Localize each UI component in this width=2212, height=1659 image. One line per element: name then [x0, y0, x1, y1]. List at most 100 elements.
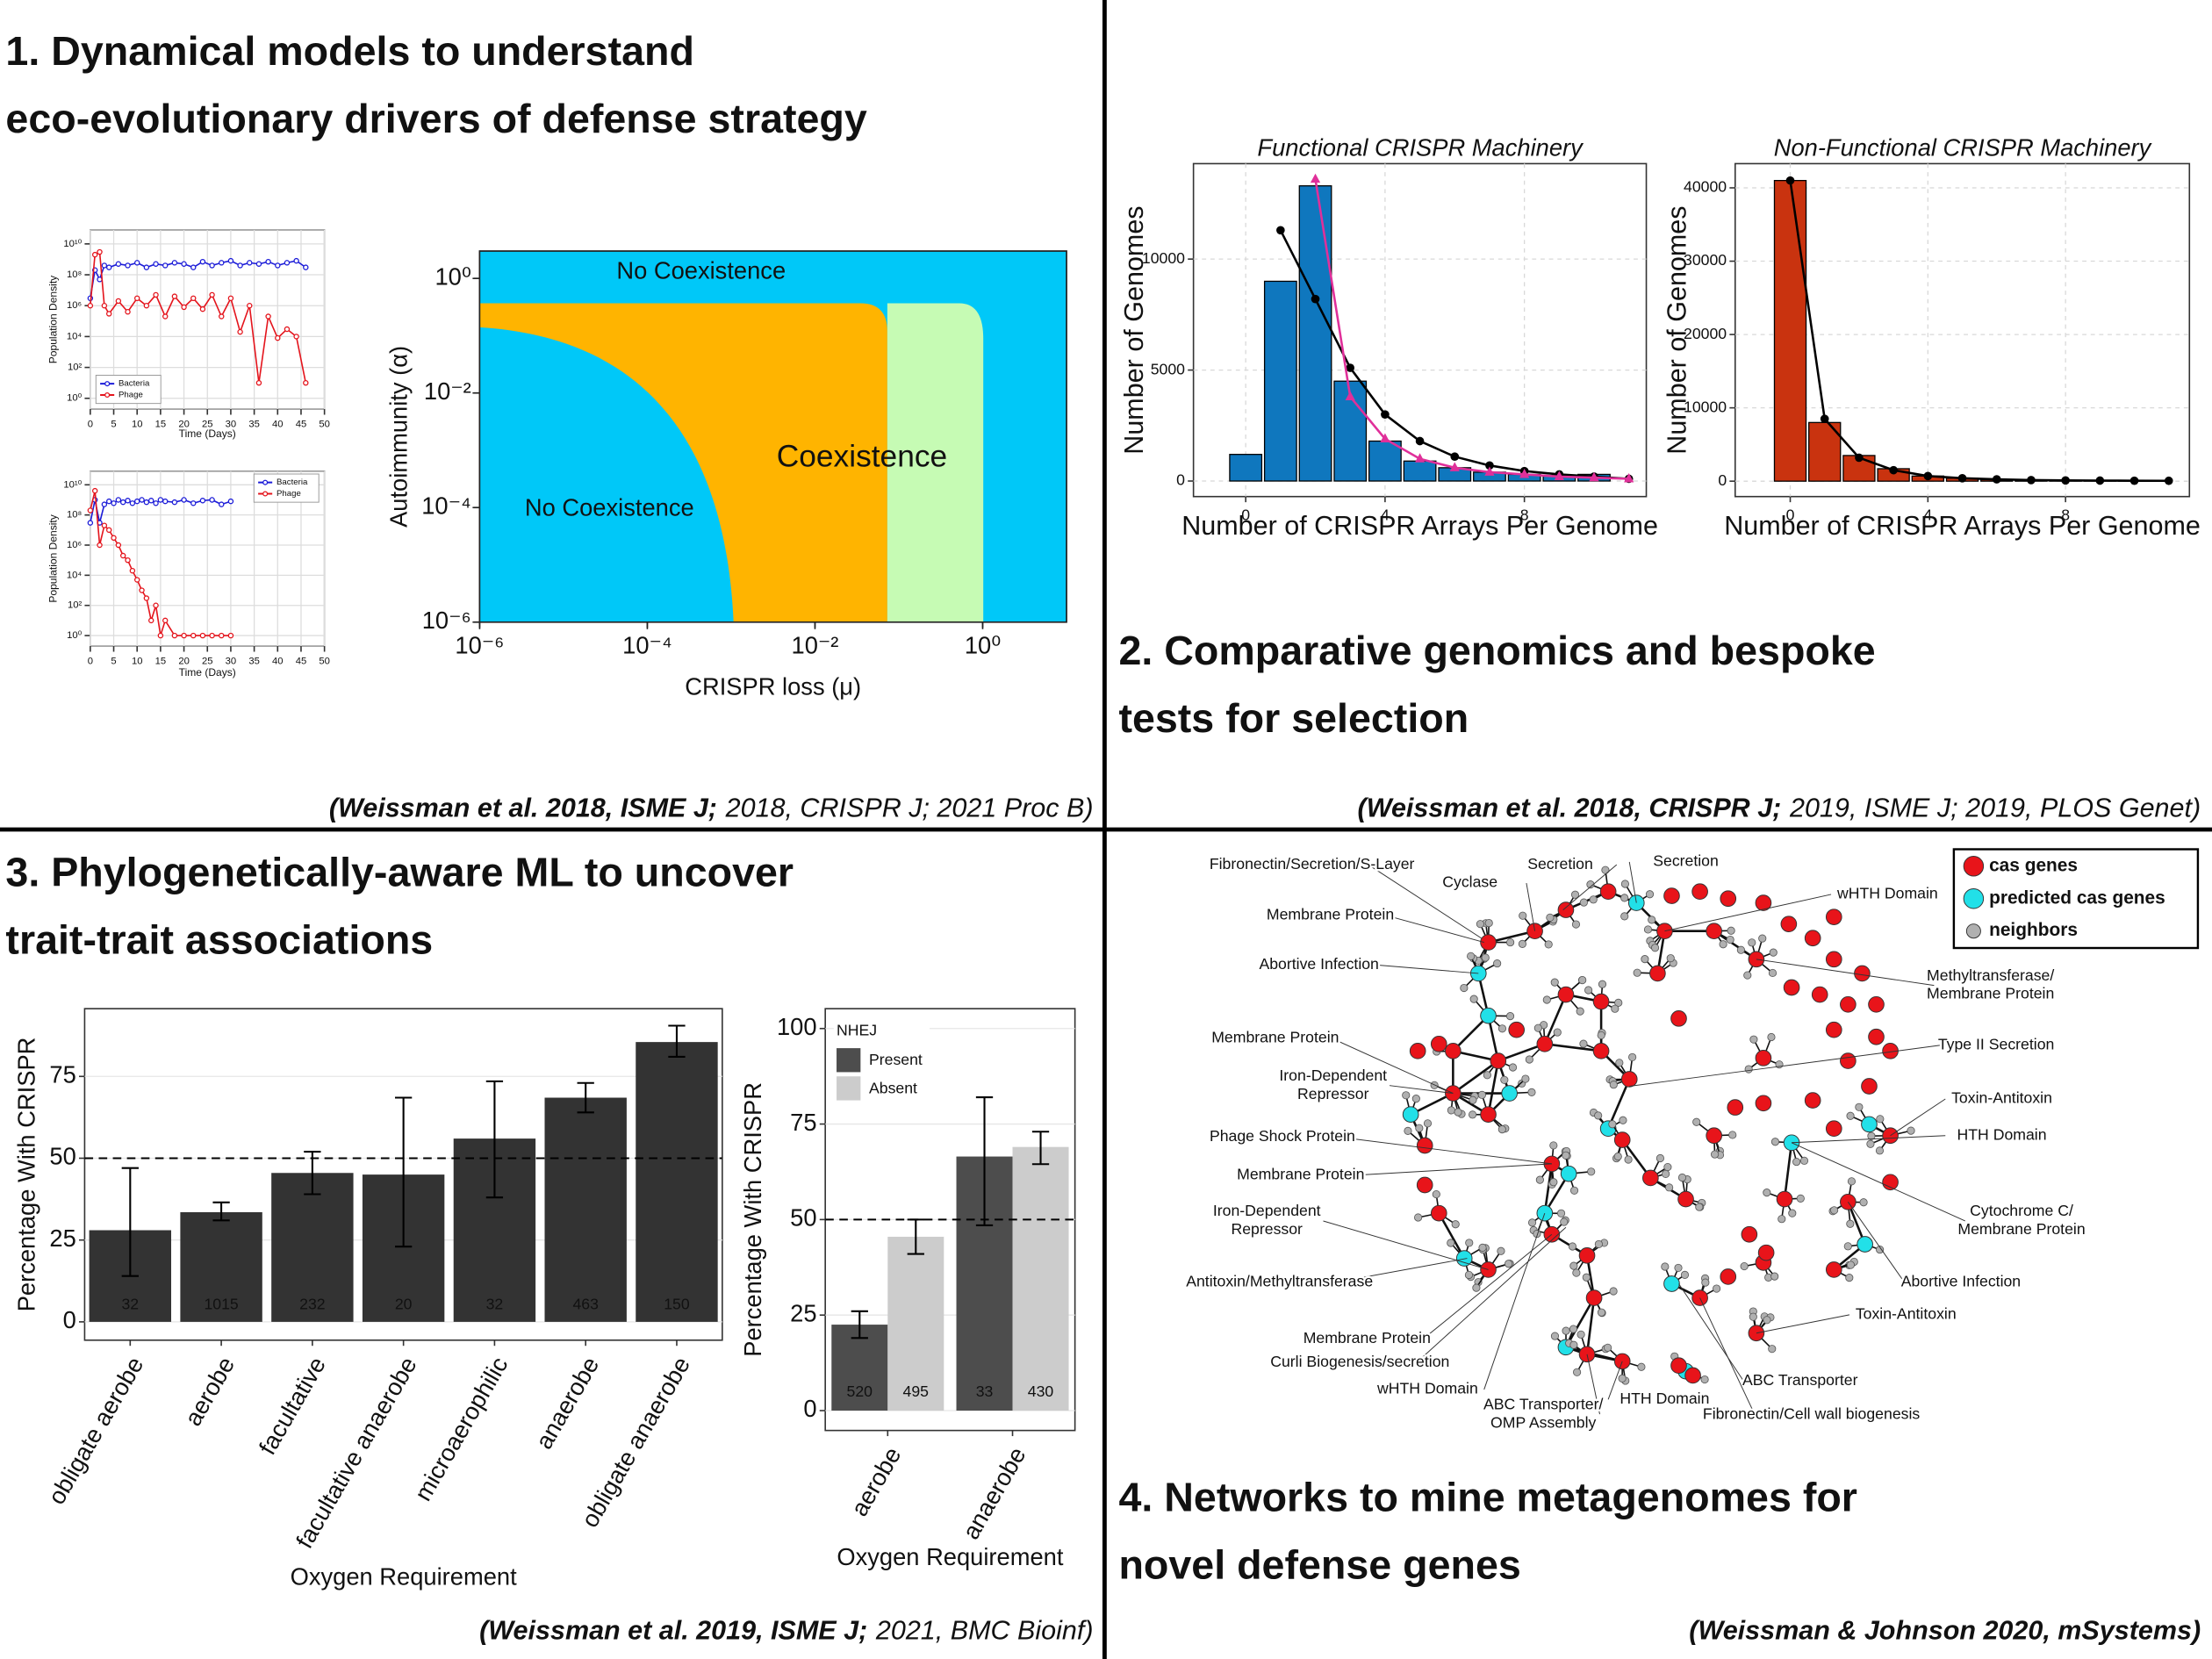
overlay-point [1276, 226, 1285, 235]
neighbor-node [1624, 1155, 1633, 1164]
network-edge [1452, 1015, 1490, 1052]
legend-marker [1963, 856, 1985, 877]
y-axis-label: Percentage With CRISPR [12, 1038, 40, 1312]
network-label: Membrane Protein [1304, 1329, 1431, 1347]
cas-node [1825, 1120, 1842, 1138]
cas-node [1757, 1244, 1775, 1261]
cas-node [1776, 1190, 1793, 1208]
network-label: Membrane Protein [1237, 1165, 1364, 1182]
overlay-point [2164, 476, 2173, 485]
point [265, 258, 271, 265]
x-axis-label: Oxygen Requirement [291, 1563, 517, 1591]
cas-node [1670, 1357, 1687, 1375]
legend-box [253, 473, 320, 503]
point [293, 334, 299, 340]
point [219, 632, 225, 639]
point [105, 527, 112, 534]
point [181, 632, 187, 639]
x-axis-label: Time (Days) [179, 666, 236, 679]
x-tick-label: 40 [272, 420, 284, 430]
cas-node [1599, 883, 1617, 901]
neighbor-node [1469, 995, 1478, 1003]
leader-line [1628, 861, 1637, 903]
point [105, 264, 112, 270]
legend-swatch [837, 1048, 861, 1073]
neighbor-node [1415, 1124, 1424, 1132]
leader-line [1586, 1354, 1600, 1415]
cas-node [1755, 1050, 1772, 1066]
cas-node [1670, 1010, 1687, 1027]
cas-node [1706, 923, 1723, 940]
point [171, 499, 178, 506]
network-label: Fibronectin/Cell wall biogenesis [1703, 1405, 1920, 1423]
neighbor-node [1663, 1162, 1672, 1172]
neighbor-node [1859, 1198, 1868, 1207]
neighbor-node [1608, 1120, 1617, 1129]
y-tick-label: 100 [777, 1013, 817, 1040]
citation: (Weissman et al. 2018, ISME J; 2018, CRIS… [329, 794, 1094, 823]
point [153, 291, 159, 298]
point [115, 497, 122, 503]
overlay-point [1484, 466, 1495, 476]
neighbor-node [1497, 1024, 1507, 1033]
neighbor-node [1571, 920, 1581, 929]
leader-line [1629, 1045, 1940, 1087]
neighbor-node [1701, 1278, 1710, 1287]
neighbor-node [1601, 865, 1610, 874]
count-label: 495 [903, 1382, 930, 1400]
neighbor-node [1518, 939, 1526, 948]
point [119, 552, 126, 559]
network-label: wHTH Domain [1376, 1380, 1478, 1397]
error-bar [485, 1080, 504, 1199]
point [199, 632, 206, 639]
legend-box [95, 375, 162, 405]
panel-title: 3. Phylogenetically-aware ML to uncover [5, 849, 794, 894]
overlay-point [1380, 433, 1390, 442]
y-tick-label: 10000 [1142, 249, 1185, 267]
neighbor-node [1497, 1246, 1505, 1255]
point [209, 632, 215, 639]
x-tick-label: 0 [1786, 506, 1795, 523]
point [97, 542, 103, 549]
y-tick-label: 50 [49, 1143, 75, 1170]
cas-node [1490, 1052, 1507, 1069]
leader-line [1792, 1135, 1946, 1144]
y-axis-label: Autoimmunity (α) [385, 346, 413, 528]
leader-line [1483, 1212, 1546, 1390]
neighbor-node [1594, 1239, 1603, 1248]
point [227, 257, 234, 264]
x-tick-label: obligate aerobe [42, 1352, 148, 1509]
x-axis-label: Number of CRISPR Arrays Per Genome [1181, 511, 1658, 541]
x-axis-label: Number of CRISPR Arrays Per Genome [1724, 511, 2201, 541]
count-label: 463 [572, 1295, 599, 1312]
cas-node [1706, 1127, 1723, 1145]
cas-node [1691, 883, 1708, 901]
neighbor-node [1620, 912, 1629, 921]
chart-title: Functional CRISPR Machinery [1257, 134, 1584, 162]
legend-marker [104, 381, 111, 387]
overlay-point [1519, 469, 1530, 478]
leader-line [1756, 1314, 1850, 1334]
neighbor-node [1875, 1146, 1885, 1155]
neighbor-node [1613, 1152, 1622, 1161]
cas-node [1811, 986, 1828, 1003]
neighbor-node [1506, 937, 1515, 947]
neighbor-node [1484, 918, 1493, 928]
point [87, 520, 94, 526]
leader-line [1339, 1136, 1552, 1165]
neighbor-node [1692, 1117, 1701, 1126]
count-label: 232 [299, 1295, 325, 1312]
x-tick-label: 4 [1381, 506, 1390, 523]
error-bar [212, 1201, 230, 1222]
x-tick-label: 30 [226, 657, 237, 667]
neighbor-node [1582, 1273, 1591, 1282]
neighbor-node [1674, 1263, 1683, 1272]
neighbor-node [1533, 1023, 1542, 1032]
bar [544, 1097, 627, 1322]
neighbor-node [1414, 1213, 1423, 1222]
network-legend [1952, 848, 2200, 950]
leader-line [1890, 1098, 1946, 1137]
x-tick-label: 10⁻⁴ [622, 632, 672, 659]
leader-line [1331, 1038, 1454, 1094]
point [153, 602, 159, 608]
